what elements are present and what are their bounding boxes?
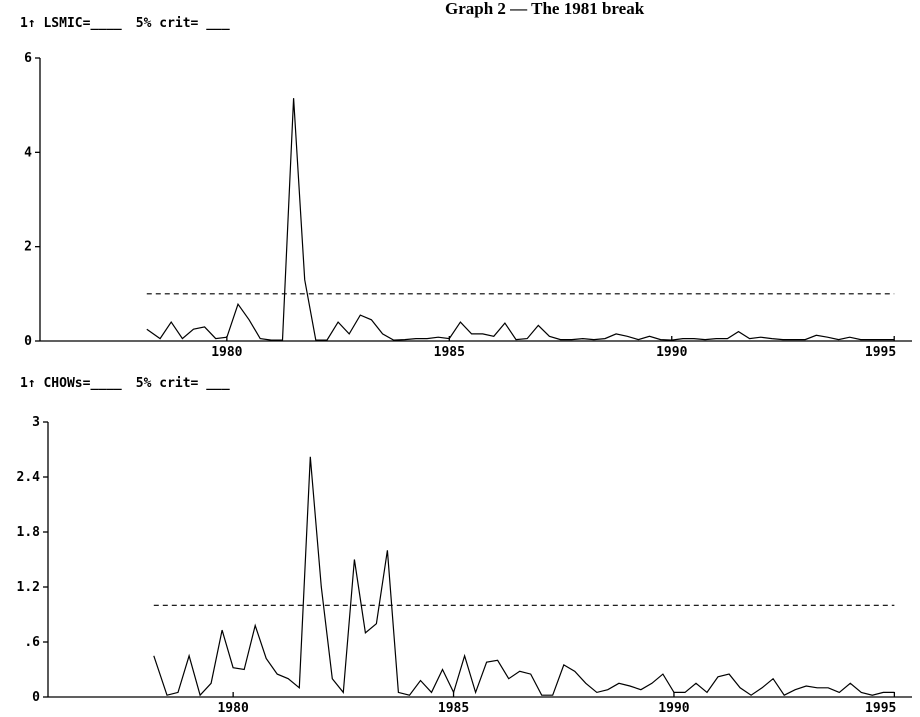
lsmic-crit-swatch: ___: [198, 16, 229, 31]
chows-x-tick-label: 1985: [438, 701, 469, 716]
lsmic-legend-prefix: 1↑ LSMIC=: [20, 16, 91, 31]
lsmic-chart: 1↑ LSMIC=____ 5% crit= ___ 0 2 4 6 1980 1985 19…: [20, 16, 912, 360]
lsmic-legend: 1↑ LSMIC=____ 5% crit= ___: [20, 16, 230, 31]
chows-crit-swatch: ___: [198, 376, 229, 391]
lsmic-y-tick-label: 6: [24, 51, 32, 66]
chows-x-tick-label: 1990: [658, 701, 689, 716]
chows-x-tick-label: 1995: [865, 701, 896, 716]
chows-y-tick-label: 1.8: [17, 525, 41, 540]
chows-ticks: 0 .6 1.2 1.8 2.4 3 1980 1985 1990 1995: [17, 415, 897, 716]
lsmic-series-group: [146, 98, 895, 341]
lsmic-x-tick-label: 1990: [656, 345, 687, 360]
lsmic-ticks: 0 2 4 6 1980 1985 1990 1995: [24, 51, 896, 360]
chows-series-group: [153, 456, 895, 697]
lsmic-y-tick-label: 4: [24, 145, 32, 160]
lsmic-x-tick-label: 1985: [434, 345, 465, 360]
chows-legend-swatch: ____: [90, 376, 121, 391]
lsmic-x-tick-label: 1995: [865, 345, 896, 360]
lsmic-x-tick-label: 1980: [211, 345, 242, 360]
page-title: Graph 2 — The 1981 break: [445, 0, 645, 18]
chows-axes: [47, 422, 912, 698]
chows-series-line: [153, 456, 895, 697]
chows-y-tick-label: .6: [24, 635, 40, 650]
chows-y-tick-label: 2.4: [17, 470, 41, 485]
lsmic-axes: [39, 58, 912, 342]
lsmic-legend-swatch: ____: [90, 16, 121, 31]
chows-y-tick-label: 3: [32, 415, 40, 430]
chows-legend-prefix: 1↑ CHOWs=: [20, 376, 91, 391]
chows-x-tick-label: 1980: [217, 701, 248, 716]
chows-y-tick-label: 0: [32, 690, 40, 705]
chows-crit-label: 5% crit=: [136, 376, 199, 391]
chows-chart: 1↑ CHOWs=____ 5% crit= ___ 0 .6 1.2 1.8 2.4 3 1…: [17, 376, 912, 716]
lsmic-series-line: [146, 98, 895, 341]
lsmic-y-tick-label: 2: [24, 240, 32, 255]
chows-legend: 1↑ CHOWs=____ 5% crit= ___: [20, 376, 230, 391]
chows-y-tick-label: 1.2: [17, 580, 40, 595]
lsmic-y-tick-label: 0: [24, 334, 32, 349]
lsmic-crit-label: 5% crit=: [136, 16, 199, 31]
